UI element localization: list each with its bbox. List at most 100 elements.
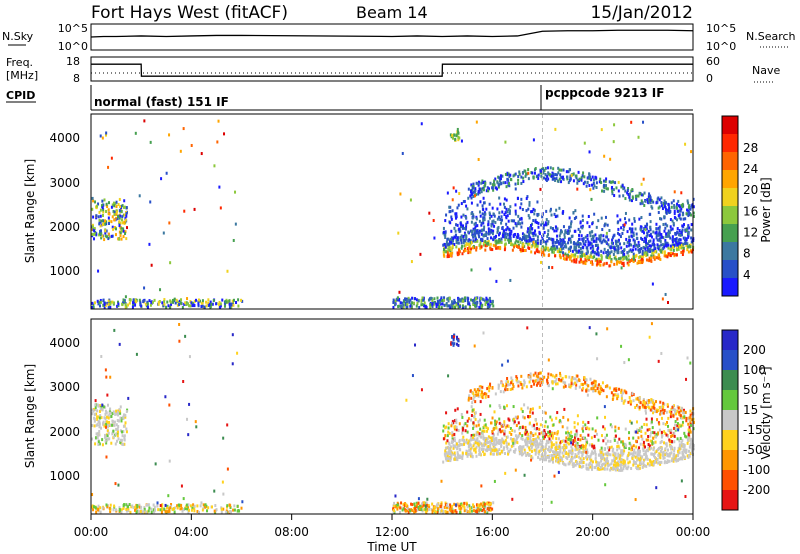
power-cell [672,221,675,225]
power-cell [669,254,672,258]
power-cell [495,234,498,238]
velocity-cell [648,427,651,431]
velocity-cell [488,503,491,507]
velocity-cell [97,440,100,444]
velocity-cell [469,443,472,447]
velocity-cell [110,441,113,445]
power-cell [690,150,693,154]
power-cell [485,230,488,234]
power-cell [443,298,446,302]
power-cell [231,301,234,305]
velocity-cell [620,449,623,453]
power-cell [680,250,683,254]
power-cell [111,215,114,219]
power-cell [545,218,548,222]
power-cell [529,226,532,230]
power-cell [640,193,643,197]
power-cell [525,197,528,201]
power-cell [562,225,565,229]
velocity-cell [210,505,213,509]
power-cell [458,252,461,256]
velocity-cell [113,423,116,427]
velocity-cell [516,380,519,384]
velocity-cell [452,452,455,456]
velocity-cell [527,434,530,438]
power-colorbar-tick: 8 [743,247,751,261]
power-cell [440,298,443,302]
velocity-cell [555,443,558,447]
power-cell [558,253,561,257]
power-cell [107,305,110,309]
power-cell [408,300,411,304]
velocity-cell [632,459,635,463]
power-cell [584,239,587,243]
power-cell [430,296,433,300]
velocity-cell [122,424,125,428]
velocity-cell [608,386,611,390]
power-colorbar-swatch [722,134,738,152]
date-title: 15/Jan/2012 [590,3,693,23]
power-cell [511,243,514,247]
power-cell [687,214,690,218]
velocity-cell [94,403,97,407]
power-cell [97,269,100,273]
power-cell [159,288,162,292]
velocity-cell [477,440,480,444]
velocity-cell [189,504,192,508]
velocity-cell [662,456,665,460]
velocity-cell [594,466,597,470]
power-cell [672,199,675,203]
power-cell [588,175,591,179]
power-cell [114,202,117,206]
power-cell [622,187,625,191]
power-cell [119,205,122,209]
velocity-cell [620,466,623,470]
velocity-cell [444,509,447,513]
power-cell [449,205,452,209]
velocity-cell [579,434,582,438]
power-cell [540,169,543,173]
power-cell [118,237,121,241]
power-cell [655,222,658,226]
power-cell [632,244,635,248]
power-cell [575,242,578,246]
velocity-cell [669,444,672,448]
power-cell [442,248,445,252]
velocity-cell [523,403,526,407]
velocity-cell [466,505,469,509]
cpid-program-2: pcppcode 9213 IF [545,86,664,100]
velocity-cell [605,452,608,456]
power-cell [564,243,567,247]
velocity-cell [505,444,508,448]
velocity-cell [503,452,506,456]
power-cell [568,179,571,183]
power-cell [195,298,198,302]
power-cell [587,240,590,244]
power-cell [498,231,501,235]
power-cell [507,233,510,237]
velocity-cell [564,381,567,385]
power-cell [455,216,458,220]
power-cell [588,172,591,176]
power-cell [681,228,684,232]
power-cell [519,249,522,253]
power-cell [593,184,596,188]
power-cell [544,173,547,177]
velocity-cell [111,423,114,427]
velocity-cell [226,504,229,508]
velocity-cell [644,431,647,435]
velocity-cell [690,451,693,455]
power-cell [237,298,240,302]
velocity-cell [649,460,652,464]
velocity-cell [568,434,571,438]
power-cell [124,231,127,235]
power-cell [487,220,490,224]
power-cell [120,208,123,212]
power-cell [479,214,482,218]
velocity-cell [630,445,633,449]
power-cell [556,227,559,231]
power-cell [134,131,137,135]
power-cell [578,237,581,241]
power-cell [612,188,615,192]
velocity-cell [492,436,495,440]
